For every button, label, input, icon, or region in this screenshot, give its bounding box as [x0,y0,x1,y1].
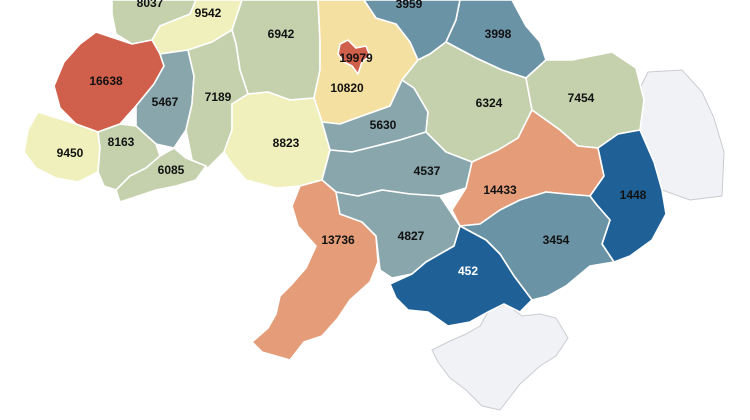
region-kyiv-city [337,39,371,75]
region-label-donetsk: 1448 [620,188,647,202]
region-crimea [431,303,569,411]
region-label-dnipropetrovsk: 14433 [483,183,517,197]
region-label-sumy: 3998 [485,27,512,41]
region-chernivtsi [115,147,207,203]
region-label-chernihiv: 3959 [396,0,423,11]
region-label-zhytomyr: 6942 [268,27,295,41]
region-label-cherkasy: 5630 [370,118,397,132]
region-label-rivne: 9542 [195,6,222,20]
region-label-odesa: 13736 [321,233,355,247]
region-label-volyn: 8037 [137,0,164,10]
region-kherson [389,225,533,327]
region-label-kyiv-city: 19979 [339,51,373,65]
region-label-poltava: 6324 [476,96,503,110]
region-label-kyiv-oblast: 10820 [330,81,364,95]
region-label-kherson: 452 [458,264,478,278]
region-label-vinnytsia: 8823 [273,136,300,150]
region-label-ternopil: 5467 [152,95,179,109]
region-label-khmelnytskyi: 7189 [205,90,232,104]
region-zakarpattia [23,111,101,183]
region-label-ivano-frankivsk: 8163 [108,135,135,149]
region-label-kirovohrad: 4537 [414,164,441,178]
region-label-lviv: 16638 [89,74,123,88]
region-label-chernivtsi: 6085 [158,163,185,177]
region-label-kharkiv: 7454 [568,91,595,105]
region-label-zaporizhzhia: 3454 [543,233,570,247]
region-label-mykolaiv: 4827 [398,229,425,243]
region-label-zakarpattia: 9450 [57,146,84,160]
